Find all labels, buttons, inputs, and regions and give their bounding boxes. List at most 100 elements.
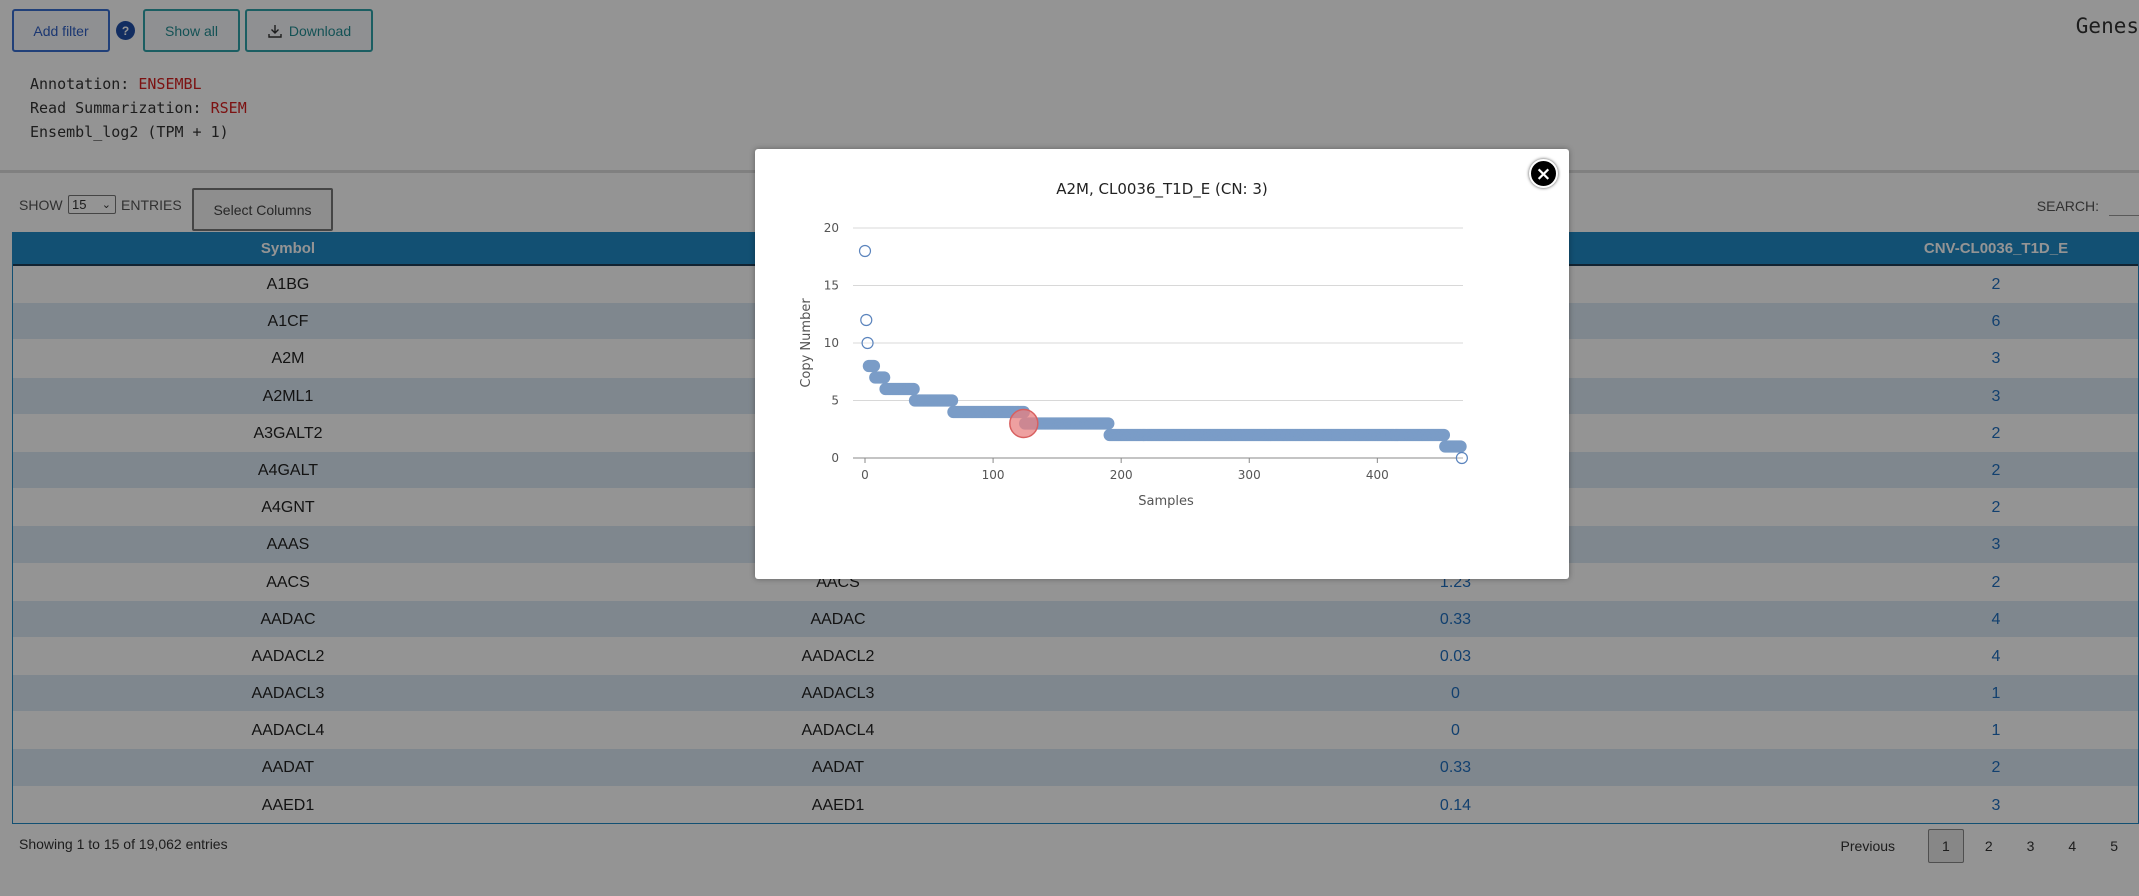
page-button-4[interactable]: 4 xyxy=(2068,838,2077,854)
entries-select-value: 15 xyxy=(72,197,87,212)
page-button-5[interactable]: 5 xyxy=(2110,838,2118,854)
cnv-cell[interactable]: 2 xyxy=(1991,424,2001,442)
cnv-cell[interactable]: 3 xyxy=(1991,387,2001,405)
table-row: AADACL2 AADACL2 0.03 4 xyxy=(13,637,2138,676)
data-point xyxy=(945,394,959,407)
symbol-cell: AADAC xyxy=(260,610,316,628)
previous-button[interactable]: Previous xyxy=(1840,838,1896,854)
x-tick-label: 0 xyxy=(861,468,869,482)
symbol-cell: AAAS xyxy=(266,536,310,554)
table-row: AADACL3 AADACL3 0 1 xyxy=(13,675,2138,713)
x-tick-label: 300 xyxy=(1238,468,1261,482)
read-summarization-line: Read Summarization: RSEM xyxy=(30,99,247,117)
download-label: Download xyxy=(288,22,352,39)
chevron-down-icon: ⌄ xyxy=(101,199,111,211)
highlight-point xyxy=(1009,408,1039,439)
chart-modal xyxy=(755,149,1569,579)
table-info: Showing 1 to 15 of 19,062 entries xyxy=(19,836,228,852)
cnv-cell[interactable]: 2 xyxy=(1991,573,2001,591)
gene-cell: AADACL2 xyxy=(801,647,875,665)
read-summarization-value: RSEM xyxy=(210,99,247,117)
data-point xyxy=(861,336,874,350)
x-tick-label: 200 xyxy=(1110,468,1133,482)
table-row: AAED1 AAED1 0.14 3 xyxy=(13,786,2138,823)
symbol-cell: AADACL3 xyxy=(251,685,325,703)
symbol-cell: AADAT xyxy=(261,759,315,777)
show-all-button[interactable]: Show all xyxy=(143,9,240,52)
x-tick-label: 100 xyxy=(982,468,1005,482)
data-point xyxy=(858,244,872,258)
cnv-cell[interactable]: 1 xyxy=(1991,685,2001,703)
y-tick-label: 20 xyxy=(824,221,839,235)
y-tick-label: 5 xyxy=(831,394,839,408)
table-row: AADAT AADAT 0.33 2 xyxy=(13,749,2138,787)
data-point xyxy=(1454,440,1467,453)
data-point xyxy=(867,359,881,373)
x-tick-label: 400 xyxy=(1366,468,1389,482)
gene-cell: AADAC xyxy=(810,610,866,628)
data-point xyxy=(878,371,891,384)
close-icon[interactable]: × xyxy=(1529,159,1558,188)
add-filter-button[interactable]: Add filter xyxy=(12,9,110,52)
data-point xyxy=(860,313,873,327)
cnv-cell[interactable]: 2 xyxy=(1991,276,2001,293)
gene-cell: AAED1 xyxy=(811,796,865,814)
column-header-cnv[interactable]: CNV-CL0036_T1D_E xyxy=(1923,240,2069,257)
data-point xyxy=(1437,428,1451,442)
gene-cell: AADACL4 xyxy=(801,722,875,740)
symbol-cell: A2ML1 xyxy=(262,387,314,405)
symbol-cell: A4GNT xyxy=(261,499,315,517)
cnv-cell[interactable]: 3 xyxy=(1991,536,2001,554)
symbol-cell: AAED1 xyxy=(261,796,315,814)
expression-cell[interactable]: 0.33 xyxy=(1439,610,1472,628)
data-point xyxy=(1102,417,1115,430)
search-input[interactable] xyxy=(2109,196,2139,216)
cnv-cell[interactable]: 2 xyxy=(1991,461,2001,479)
cnv-cell[interactable]: 3 xyxy=(1991,796,2001,814)
data-point xyxy=(1455,451,1468,465)
pagination: Previous 1 2 3 4 5 xyxy=(1828,828,2139,864)
select-columns-button[interactable]: Select Columns xyxy=(192,188,333,231)
entries-select[interactable]: 15 ⌄ xyxy=(68,195,116,214)
annotation-label: Annotation: xyxy=(30,75,139,93)
column-header-symbol[interactable]: Symbol xyxy=(260,240,316,257)
cnv-cell[interactable]: 2 xyxy=(1991,499,2001,517)
x-axis-label: Samples xyxy=(1138,494,1194,509)
symbol-cell: A3GALT2 xyxy=(253,424,323,442)
cnv-cell[interactable]: 2 xyxy=(1991,759,2001,777)
y-tick-label: 0 xyxy=(831,451,839,465)
page-title: Genes xyxy=(2075,14,2139,38)
help-icon[interactable]: ? xyxy=(116,21,135,40)
page-button-3[interactable]: 3 xyxy=(2026,838,2035,854)
y-axis-label: Copy Number xyxy=(799,298,814,388)
search-label: SEARCH: xyxy=(2036,198,2099,214)
cnv-cell[interactable]: 3 xyxy=(1991,350,2001,368)
expression-cell[interactable]: 0.14 xyxy=(1439,796,1472,814)
unit-line: Ensembl_log2 (TPM + 1) xyxy=(30,123,229,141)
cnv-cell[interactable]: 4 xyxy=(1991,647,2001,665)
table-row: AADACL4 AADACL4 0 1 xyxy=(13,712,2138,750)
symbol-cell: A4GALT xyxy=(257,461,319,479)
chart-title: A2M, CL0036_T1D_E (CN: 3) xyxy=(1056,180,1268,199)
read-summarization-label: Read Summarization: xyxy=(30,99,211,117)
gene-cell: AADACL3 xyxy=(801,685,875,703)
expression-cell[interactable]: 0.03 xyxy=(1439,647,1472,665)
page-button-2[interactable]: 2 xyxy=(1984,838,1993,854)
symbol-cell: AADACL4 xyxy=(251,722,325,740)
download-icon xyxy=(268,24,282,38)
symbol-cell: A2M xyxy=(271,350,305,368)
download-button[interactable]: Download xyxy=(245,9,373,52)
cnv-cell[interactable]: 1 xyxy=(1991,722,2001,740)
annotation-line: Annotation: ENSEMBL xyxy=(30,75,202,93)
y-tick-label: 15 xyxy=(824,279,839,293)
symbol-cell: AACS xyxy=(266,573,310,591)
expression-cell[interactable]: 0 xyxy=(1451,722,1460,740)
gene-cell: AADAT xyxy=(811,759,865,777)
cnv-cell[interactable]: 4 xyxy=(1991,610,2001,628)
expression-cell[interactable]: 0 xyxy=(1451,685,1460,703)
page-button-1[interactable]: 1 xyxy=(1928,829,1964,863)
cnv-cell[interactable]: 6 xyxy=(1991,313,2001,331)
table-row: AADAC AADAC 0.33 4 xyxy=(13,600,2138,638)
expression-cell[interactable]: 0.33 xyxy=(1439,759,1472,777)
symbol-cell: A1CF xyxy=(267,313,309,331)
